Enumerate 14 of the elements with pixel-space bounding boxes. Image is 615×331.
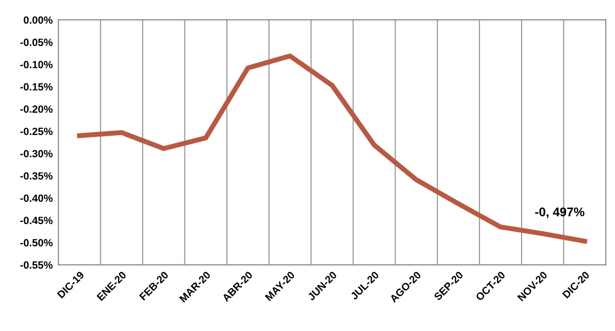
- y-tick-label: -0.40%: [20, 194, 53, 202]
- line-series: [77, 54, 588, 244]
- y-tick-label: -0.55%: [20, 261, 53, 269]
- y-tick-label: -0.20%: [20, 105, 53, 113]
- y-tick-label: -0.15%: [20, 83, 53, 91]
- y-tick-label: -0.50%: [20, 239, 53, 246]
- annotation: -0, 497%: [535, 207, 584, 218]
- y-tick-label: -0.45%: [20, 216, 53, 224]
- y-tick-label: -0.25%: [20, 128, 53, 136]
- y-tick-label: 0.00%: [24, 16, 53, 24]
- y-tick-label: -0.30%: [20, 150, 53, 158]
- y-tick-label: -0.05%: [20, 38, 53, 46]
- y-tick-label: -0.35%: [20, 172, 53, 180]
- y-tick-label: -0.10%: [20, 60, 53, 68]
